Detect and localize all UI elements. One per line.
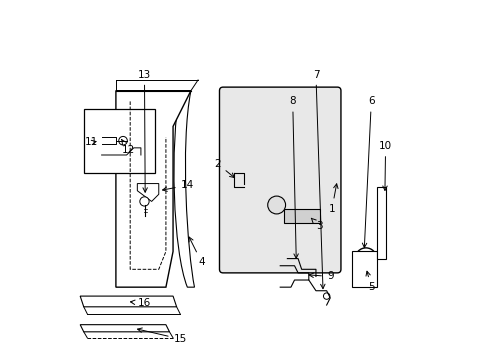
Text: 15: 15 — [137, 328, 186, 344]
Text: 10: 10 — [378, 141, 391, 190]
Text: 12: 12 — [122, 139, 135, 155]
Text: 1: 1 — [328, 184, 337, 213]
Text: 2: 2 — [214, 159, 234, 177]
Text: 5: 5 — [365, 271, 374, 292]
Text: 6: 6 — [362, 96, 374, 248]
Circle shape — [267, 196, 285, 214]
Text: 13: 13 — [138, 69, 151, 192]
FancyBboxPatch shape — [219, 87, 340, 273]
Circle shape — [354, 248, 376, 269]
Polygon shape — [80, 296, 176, 307]
Text: 3: 3 — [311, 218, 322, 231]
Circle shape — [119, 136, 127, 145]
Polygon shape — [80, 325, 169, 332]
Bar — [83, 109, 155, 173]
Text: 4: 4 — [189, 237, 204, 267]
Circle shape — [323, 293, 329, 299]
Bar — [376, 187, 385, 258]
Text: 9: 9 — [308, 271, 333, 282]
PathPatch shape — [174, 91, 194, 287]
Circle shape — [359, 252, 372, 265]
Text: 14: 14 — [162, 180, 194, 192]
Polygon shape — [116, 91, 190, 287]
Circle shape — [140, 197, 149, 206]
Text: 8: 8 — [289, 96, 298, 258]
Bar — [283, 208, 319, 223]
Text: 16: 16 — [130, 298, 151, 308]
Bar — [351, 251, 376, 287]
Text: 7: 7 — [312, 69, 325, 289]
Text: 11: 11 — [85, 138, 98, 148]
Polygon shape — [137, 184, 159, 202]
